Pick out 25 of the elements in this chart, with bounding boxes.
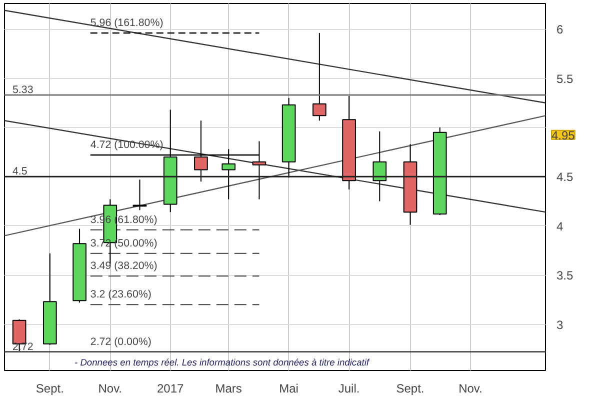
x-tick-label: Mai (279, 382, 298, 396)
candlestick (132, 179, 147, 211)
candlestick (312, 32, 326, 122)
annotation: - Donnees en temps réel. Les informations sont données à titre indicatif (74, 358, 370, 368)
y-tick-label: 4 (556, 219, 564, 234)
ref-line-label: 5.33 (12, 84, 34, 96)
y-tick-label: 4.5 (556, 170, 574, 184)
y-tick-label: 6 (556, 22, 564, 37)
x-tick-label: 2017 (157, 382, 184, 396)
series-label: 3.49 (38.20%) (90, 260, 158, 272)
x-tick-label: Mars (215, 382, 242, 396)
y-tick-label: 3 (556, 318, 564, 332)
x-tick-label: Juil. (338, 382, 360, 396)
series-label: 5.96 (161.80%) (90, 17, 164, 30)
y-tick-label: 5.5 (556, 72, 574, 86)
series-label: 3.2 (23.60%) (90, 288, 152, 301)
annotation: 2.72 (0.00%) (90, 336, 152, 348)
text: 4.95 (552, 128, 576, 142)
x-tick-label: Sept. (36, 382, 64, 396)
ref-line-label: 4.5 (12, 166, 28, 178)
x-tick-label: Sept. (396, 382, 424, 396)
x-tick-label: Nov. (458, 382, 482, 396)
candlestick (372, 130, 387, 202)
y-tick-label: 3.5 (556, 268, 574, 283)
x-tick-label: Nov. (98, 382, 122, 396)
